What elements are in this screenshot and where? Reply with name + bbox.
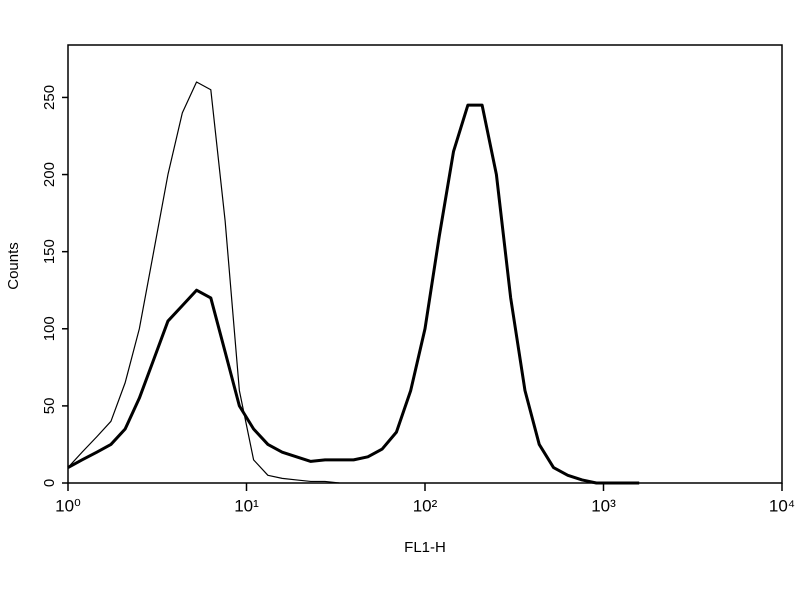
x-tick-label: 10³ (591, 496, 616, 515)
y-tick-label: 250 (41, 85, 58, 110)
x-tick-label: 10⁰ (55, 496, 81, 515)
histogram-line (67, 103, 640, 485)
y-tick-label: 0 (41, 479, 58, 487)
y-tick-label: 200 (41, 162, 58, 187)
x-axis-label: FL1-H (404, 539, 446, 556)
plot-frame (67, 44, 783, 484)
x-tick-label: 10⁴ (769, 496, 795, 515)
y-tick-label: 100 (41, 316, 58, 341)
y-axis-label: Counts (5, 242, 22, 290)
x-tick-label: 10² (413, 496, 438, 515)
y-tick-label: 50 (41, 398, 58, 415)
x-tick-label: 10¹ (234, 496, 259, 515)
histogram-line (67, 81, 340, 484)
y-tick-label: 150 (41, 239, 58, 264)
